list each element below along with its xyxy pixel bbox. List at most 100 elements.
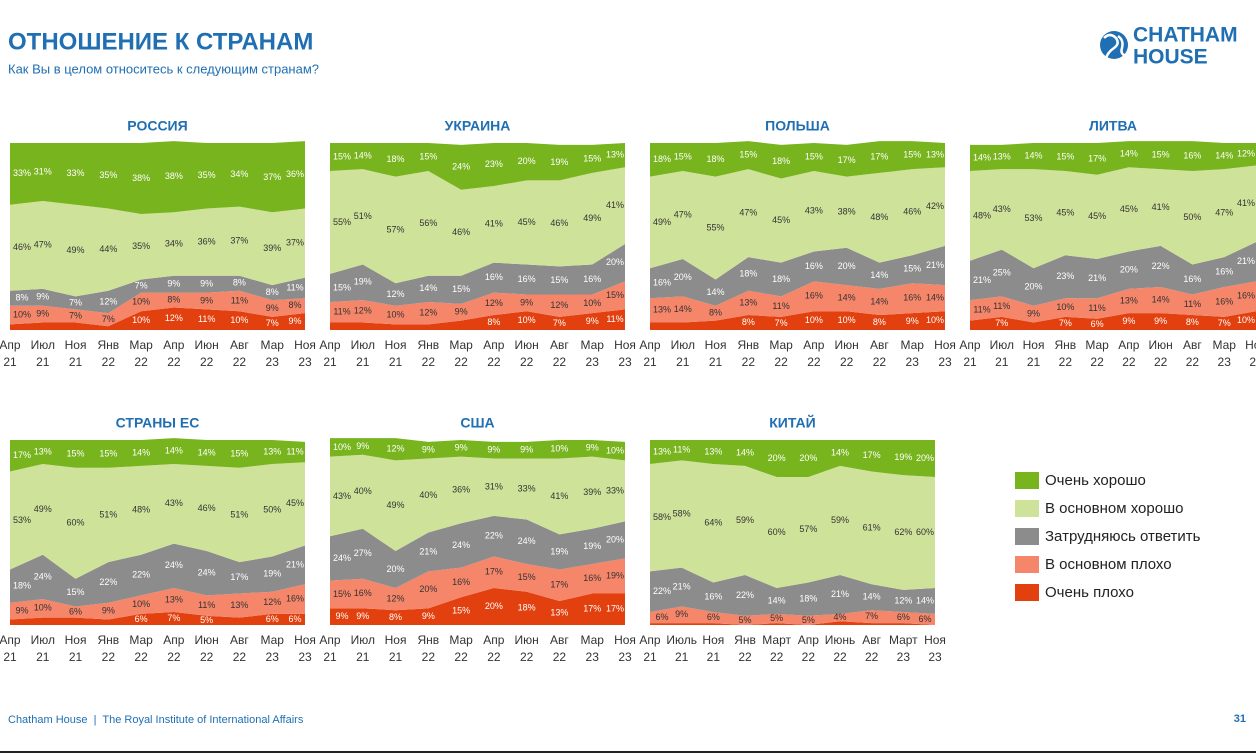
- data-label: 15%: [1152, 150, 1170, 160]
- data-label: 47%: [34, 239, 52, 249]
- data-label: 57%: [799, 524, 817, 534]
- data-label: 11%: [993, 301, 1010, 311]
- data-label: 8%: [389, 612, 402, 622]
- data-label: 18%: [772, 156, 790, 166]
- data-label: 46%: [13, 242, 31, 252]
- data-label: 12%: [485, 298, 503, 308]
- data-label: 19%: [550, 546, 568, 556]
- data-label: 9%: [356, 611, 369, 621]
- data-label: 22%: [736, 590, 754, 600]
- data-label: 9%: [487, 445, 500, 455]
- data-label: 9%: [1027, 308, 1040, 318]
- data-label: 21%: [1237, 256, 1255, 266]
- data-label: 48%: [870, 212, 888, 222]
- data-label: 7%: [266, 318, 279, 328]
- x-tick-label: Авг 22: [1183, 338, 1202, 369]
- data-label: 11%: [772, 301, 789, 311]
- data-label: 14%: [916, 595, 934, 605]
- x-tick-label: Июл 21: [351, 633, 375, 664]
- data-label: 18%: [707, 154, 725, 164]
- data-label: 42%: [926, 201, 944, 211]
- data-label: 14%: [863, 592, 881, 602]
- data-label: 16%: [903, 293, 921, 303]
- data-label: 10%: [550, 444, 568, 454]
- data-label: 24%: [34, 571, 52, 581]
- data-label: 59%: [831, 515, 849, 525]
- data-label: 22%: [485, 531, 503, 541]
- area-segment: [970, 281, 1256, 323]
- data-label: 38%: [165, 171, 183, 181]
- data-label: 18%: [13, 581, 31, 591]
- data-label: 11%: [1088, 303, 1105, 313]
- data-label: 8%: [1186, 317, 1199, 327]
- data-label: 14%: [870, 296, 888, 306]
- data-label: 15%: [333, 282, 351, 292]
- data-label: 10%: [518, 315, 536, 325]
- data-label: 9%: [356, 441, 369, 451]
- data-label: 6%: [918, 614, 931, 624]
- data-label: 33%: [13, 168, 31, 178]
- data-label: 17%: [485, 567, 503, 577]
- data-label: 21%: [831, 589, 849, 599]
- data-label: 17%: [230, 572, 248, 582]
- data-label: 61%: [863, 522, 881, 532]
- area-segment: [10, 612, 305, 625]
- data-label: 31%: [485, 482, 503, 492]
- data-label: 14%: [926, 293, 944, 303]
- data-label: 7%: [1218, 318, 1231, 328]
- data-label: 7%: [553, 318, 566, 328]
- data-label: 16%: [583, 573, 601, 583]
- data-label: 8%: [873, 317, 886, 327]
- x-tick-label: Апр 21: [639, 338, 661, 369]
- data-label: 13%: [1120, 295, 1138, 305]
- data-label: 9%: [520, 297, 533, 307]
- data-label: 9%: [288, 316, 301, 326]
- data-label: 14%: [674, 304, 692, 314]
- data-label: 13%: [704, 446, 722, 456]
- data-label: 15%: [230, 448, 248, 458]
- data-label: 46%: [452, 227, 470, 237]
- x-tick-label: Июн 22: [1149, 338, 1173, 369]
- data-label: 9%: [167, 279, 180, 289]
- x-tick-label: Авг 22: [862, 633, 881, 664]
- data-label: 33%: [518, 483, 536, 493]
- data-label: 16%: [1215, 296, 1233, 306]
- data-label: 21%: [926, 260, 944, 270]
- data-label: 17%: [838, 155, 856, 165]
- x-tick-label: Ноя 21: [702, 633, 724, 664]
- data-label: 16%: [583, 274, 601, 284]
- data-label: 12%: [1237, 149, 1255, 159]
- data-label: 9%: [455, 443, 468, 453]
- x-tick-label: Ноя 21: [385, 633, 407, 664]
- logo-text: CHATHAM: [1133, 24, 1238, 47]
- logo: CHATHAM HOUSE: [1100, 24, 1238, 69]
- data-label: 16%: [354, 588, 372, 598]
- data-label: 14%: [132, 447, 150, 457]
- data-label: 14%: [736, 447, 754, 457]
- area-segment: [330, 281, 625, 325]
- data-label: 36%: [286, 169, 304, 179]
- x-tick-label: Апр 22: [163, 338, 185, 369]
- data-label: 17%: [583, 604, 601, 614]
- x-tick-label: Апр 22: [163, 633, 185, 664]
- chart: СТРАНЫ ЕС 6% 7% 5% 6% 6% 9% 10% 6% 9% 10% 13% 11% 13%…: [0, 415, 316, 664]
- chart: УКРАИНА 8% 10% 7% 9% 11% 11% 12% 10% 12% 9% 12% 9% 12…: [319, 118, 636, 369]
- data-label: 23%: [485, 159, 503, 169]
- data-label: 14%: [831, 447, 849, 457]
- data-label: 14%: [419, 283, 437, 293]
- data-label: 10%: [805, 315, 823, 325]
- data-label: 9%: [266, 303, 279, 313]
- data-label: 10%: [132, 599, 150, 609]
- data-label: 20%: [674, 272, 692, 282]
- data-label: 13%: [739, 297, 757, 307]
- data-label: 9%: [455, 307, 468, 317]
- data-label: 43%: [993, 204, 1011, 214]
- data-label: 22%: [132, 569, 150, 579]
- x-tick-label: Июл 21: [31, 338, 55, 369]
- data-label: 16%: [286, 593, 304, 603]
- data-label: 8%: [167, 294, 180, 304]
- area-segment: [330, 438, 625, 461]
